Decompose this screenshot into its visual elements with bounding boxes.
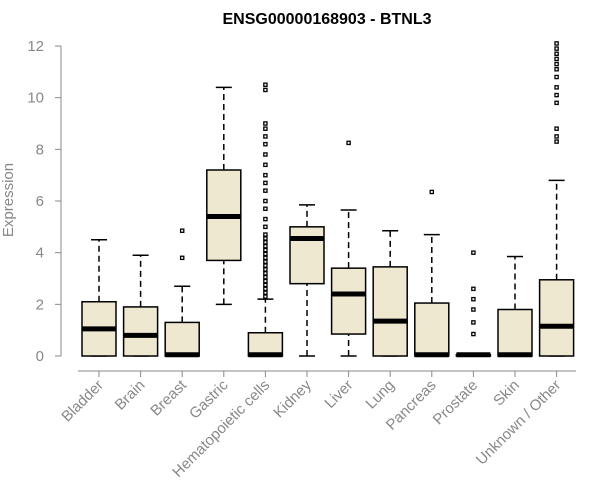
outlier-point (263, 267, 268, 272)
outlier-point (263, 126, 268, 131)
y-tick-label: 12 (27, 38, 44, 55)
outlier-point (263, 278, 268, 284)
box-group (497, 255, 533, 358)
outlier-point (263, 243, 268, 249)
y-tick-label: 2 (36, 296, 44, 313)
outlier-point (263, 87, 268, 93)
outlier-point (263, 172, 268, 178)
outlier-point (346, 140, 351, 146)
outlier-point (263, 162, 268, 168)
x-tick-label: Bladder (58, 377, 107, 426)
outlier-point (263, 216, 268, 222)
box-rect (164, 321, 200, 357)
outlier-point (471, 320, 476, 325)
outlier-point (263, 236, 268, 241)
box-rect (497, 308, 533, 357)
outlier-point (263, 198, 268, 204)
outlier-point (471, 307, 476, 312)
box-group (164, 228, 200, 358)
x-tick-label: Liver (321, 377, 356, 412)
box-rect (538, 279, 575, 357)
outlier-point (263, 290, 268, 295)
outlier-point (471, 250, 476, 255)
outlier-point (554, 61, 559, 67)
y-axis-label: Expression (0, 163, 17, 237)
outlier-point (263, 247, 268, 253)
outlier-point (263, 271, 268, 276)
outlier-point (554, 46, 559, 51)
box-rect (414, 302, 450, 357)
x-tick-label: Lung (362, 377, 398, 413)
box-group (455, 250, 492, 358)
outlier-point (554, 74, 559, 80)
box-group (414, 189, 450, 358)
box-group (81, 239, 117, 357)
box-rect (330, 267, 367, 335)
chart-title: ENSG00000168903 - BTNL3 (223, 11, 432, 28)
outlier-point (263, 206, 268, 211)
outlier-point (429, 189, 435, 195)
x-tick-label: Brain (112, 377, 149, 414)
box-rect (122, 306, 159, 357)
outlier-point (554, 41, 559, 46)
outlier-point (554, 56, 559, 62)
outlier-point (263, 240, 268, 245)
outlier-point (263, 82, 268, 88)
outlier-point (554, 67, 559, 72)
outlier-point (263, 232, 268, 237)
outlier-point (554, 139, 559, 144)
box-group (289, 204, 325, 357)
outlier-point (263, 274, 268, 280)
outlier-point (554, 126, 559, 131)
outlier-point (554, 134, 559, 139)
y-tick-label: 0 (36, 348, 44, 365)
x-tick-label: Prostate (430, 377, 482, 429)
box-group (247, 82, 284, 358)
outlier-point (554, 100, 559, 106)
box-rect (289, 226, 325, 285)
outlier-point (263, 263, 268, 268)
outlier-point (263, 134, 268, 139)
outlier-point (263, 180, 268, 186)
outlier-point (263, 286, 268, 292)
outlier-point (471, 286, 476, 292)
outlier-point (263, 121, 268, 126)
x-tick-label: Kidney (270, 376, 315, 421)
outlier-point (263, 255, 268, 261)
outlier-point (263, 282, 268, 288)
box-group (122, 254, 159, 357)
y-tick-label: 8 (36, 141, 44, 158)
box-group (538, 41, 575, 357)
x-tick-label: Skin (490, 377, 523, 410)
x-tick-label: Breast (147, 376, 190, 419)
y-tick-label: 6 (36, 193, 44, 210)
boxes-layer (81, 41, 575, 358)
box-group (206, 86, 242, 306)
outlier-point (554, 92, 559, 98)
outlier-point (263, 224, 268, 230)
outlier-point (471, 331, 476, 337)
box-group (372, 229, 408, 357)
y-tick-label: 4 (36, 245, 44, 262)
outlier-point (179, 255, 185, 261)
outlier-point (554, 85, 559, 90)
y-axis-ticks: 0 2 4 6 8 10 12 (27, 38, 61, 365)
outlier-point (179, 228, 185, 233)
box-group (330, 140, 367, 357)
outlier-point (263, 188, 268, 193)
outlier-point (554, 51, 559, 57)
outlier-point (263, 251, 268, 257)
box-rect (372, 266, 408, 357)
y-tick-label: 10 (27, 90, 44, 107)
outlier-point (471, 296, 476, 302)
outlier-point (263, 152, 268, 157)
outlier-point (263, 141, 268, 147)
outlier-point (263, 294, 268, 299)
outlier-point (263, 259, 268, 264)
